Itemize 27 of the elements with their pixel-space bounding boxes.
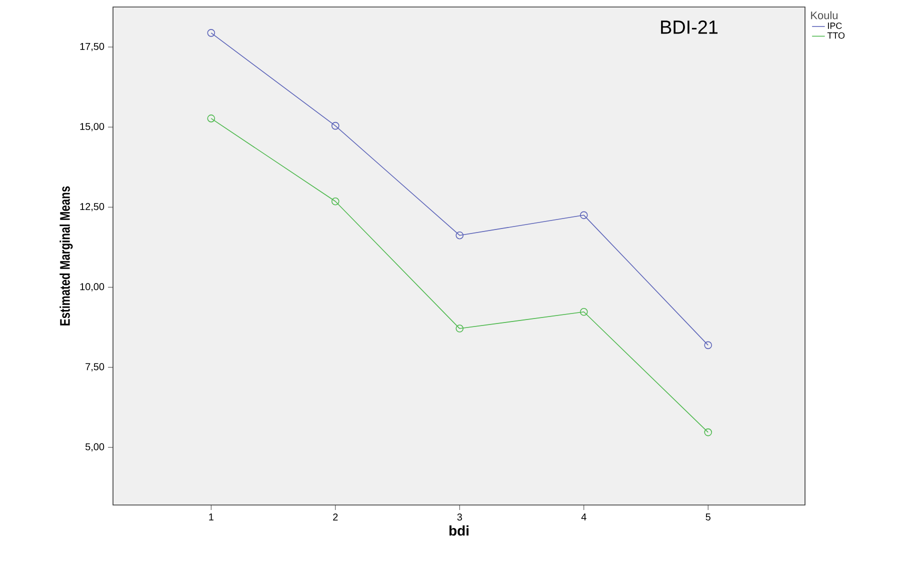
point xyxy=(704,428,712,436)
y-tick-label: 7,50 xyxy=(86,363,104,372)
annotation: BDI-21 xyxy=(661,20,718,34)
point xyxy=(207,29,216,37)
point xyxy=(331,197,340,206)
y-tick-label: 17,50 xyxy=(80,42,104,52)
x-tick-label: 4 xyxy=(581,514,586,520)
point xyxy=(207,114,216,122)
point xyxy=(580,308,588,316)
y-tick-label: 12,50 xyxy=(80,203,104,212)
point xyxy=(331,122,340,130)
legend-label: TTO xyxy=(827,32,845,39)
point xyxy=(580,211,588,220)
y-axis-title: Estimated Marginal Means xyxy=(60,186,73,326)
y-tick-label: 5,00 xyxy=(85,443,104,452)
x-tick-label: 3 xyxy=(457,514,462,521)
y-tick-label: 10,00 xyxy=(80,283,104,292)
x-tick-label: 1 xyxy=(209,514,214,520)
legend-title: Koulu xyxy=(811,11,838,20)
x-axis-title: bdi xyxy=(449,525,468,536)
y-tick-label: 15,00 xyxy=(80,122,104,132)
point xyxy=(456,324,464,332)
legend-label: IPC xyxy=(828,22,842,29)
x-tick-label: 2 xyxy=(333,514,338,520)
point xyxy=(456,231,464,240)
point xyxy=(704,341,712,350)
x-tick-label: 5 xyxy=(706,514,710,520)
